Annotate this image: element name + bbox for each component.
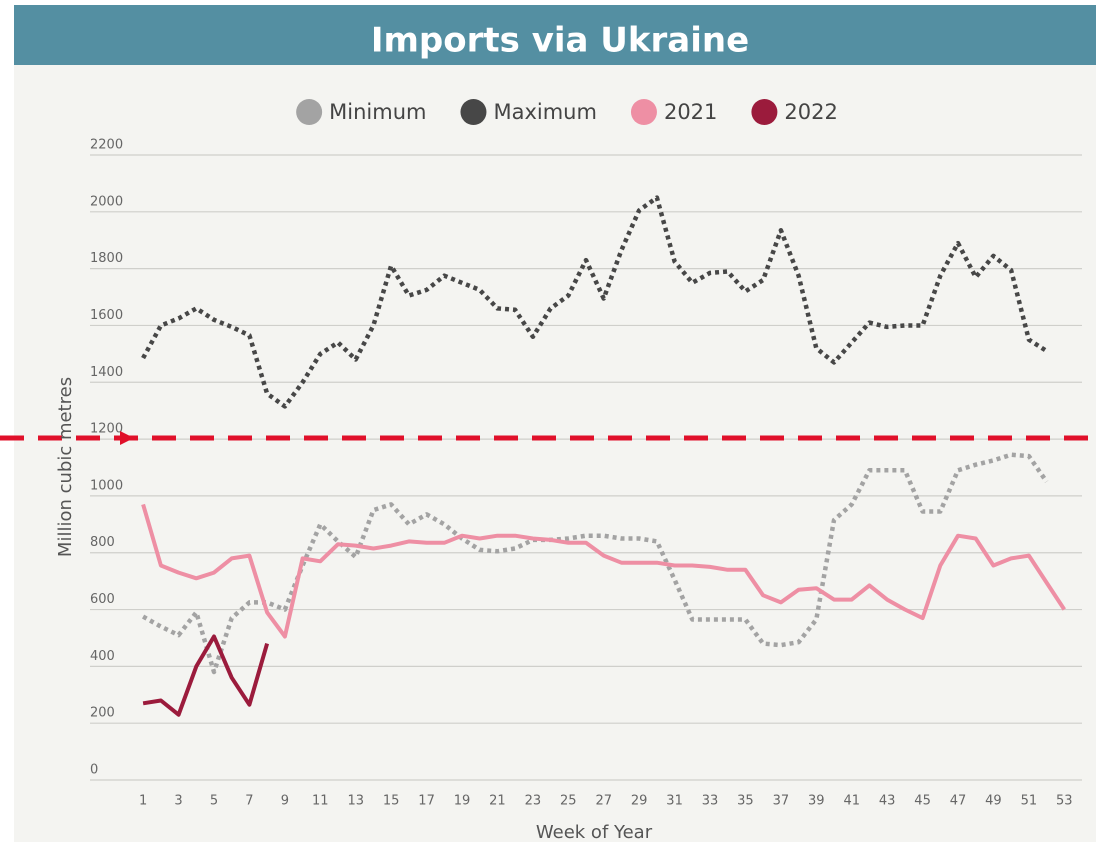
x-tick-label: 41 [843, 794, 860, 809]
x-tick-label: 45 [914, 794, 931, 809]
y-tick-label: 1800 [90, 251, 123, 266]
series-line [142, 634, 270, 717]
y-tick-label: 200 [90, 706, 115, 721]
x-tick-label: 3 [174, 794, 182, 809]
chart-title: Imports via Ukraine [371, 21, 749, 61]
x-axis-title: Week of Year [536, 822, 653, 842]
legend-label: 2022 [784, 100, 837, 124]
x-tick-label: 7 [245, 794, 253, 809]
y-tick-label: 2200 [90, 138, 123, 153]
title-bar [14, 5, 1096, 65]
series-line [141, 195, 1048, 409]
x-tick-label: 39 [808, 794, 825, 809]
y-tick-label: 1600 [90, 308, 123, 323]
legend-item: Maximum [460, 99, 597, 125]
legend-label: Maximum [493, 100, 596, 124]
x-tick-label: 25 [560, 794, 577, 809]
y-tick-label: 400 [90, 649, 115, 664]
x-tick-label: 53 [1056, 794, 1073, 809]
x-tick-label: 31 [666, 794, 683, 809]
y-tick-label: 2000 [90, 194, 123, 209]
y-tick-label: 1000 [90, 478, 123, 493]
legend-swatch [460, 99, 487, 125]
x-tick-label: 13 [347, 794, 364, 809]
x-tick-label: 49 [985, 794, 1002, 809]
legend-swatch [751, 99, 778, 125]
series-line [141, 452, 1049, 675]
legend-label: Minimum [329, 100, 426, 124]
x-tick-label: 5 [210, 794, 218, 809]
y-axis-title: Million cubic metres [55, 377, 76, 557]
series-lines [141, 195, 1066, 717]
y-tick-label: 0 [90, 763, 98, 778]
series-line [141, 503, 1066, 639]
plot-background [14, 65, 1096, 842]
y-tick-label: 800 [90, 535, 115, 550]
grid: 0 200 400 600 800 1000 1200 1400 1600 1800 2000 220… [90, 138, 1082, 809]
x-tick-label: 29 [631, 794, 648, 809]
x-tick-label: 51 [1021, 794, 1038, 809]
legend-swatch [630, 99, 657, 125]
legend-label: 2021 [664, 100, 717, 124]
x-tick-label: 1 [139, 794, 147, 809]
x-tick-label: 21 [489, 794, 506, 809]
x-tick-label: 33 [702, 794, 719, 809]
x-tick-label: 43 [879, 794, 896, 809]
x-tick-label: 9 [281, 794, 289, 809]
x-tick-label: 47 [950, 794, 967, 809]
legend-item: Minimum [296, 99, 426, 125]
y-tick-label: 1200 [90, 422, 123, 437]
x-tick-label: 35 [737, 794, 754, 809]
x-tick-label: 17 [418, 794, 435, 809]
legend-item: 2022 [751, 99, 838, 125]
annotation-arrow [120, 431, 134, 445]
y-tick-label: 600 [90, 592, 115, 607]
x-tick-label: 23 [525, 794, 542, 809]
legend-item: 2021 [630, 99, 717, 125]
legend: Minimum Maximum 2021 2022 [296, 99, 838, 125]
x-tick-label: 19 [454, 794, 471, 809]
x-tick-label: 15 [383, 794, 400, 809]
x-tick-label: 11 [312, 794, 329, 809]
x-tick-label: 37 [773, 794, 790, 809]
x-tick-label: 27 [595, 794, 612, 809]
legend-swatch [296, 99, 323, 125]
y-tick-label: 1400 [90, 365, 123, 380]
